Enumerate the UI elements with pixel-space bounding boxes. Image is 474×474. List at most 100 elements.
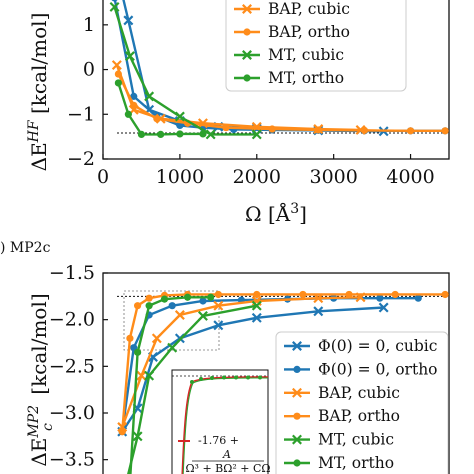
data-point <box>111 0 118 2</box>
data-point <box>144 91 155 102</box>
bottom-y-axis-label: ΔEMP2c [kcal/mol] <box>26 293 56 466</box>
series-6 <box>129 293 215 474</box>
bottom-legend-box <box>275 331 449 474</box>
data-point <box>313 306 324 317</box>
bottom-plot: −1.5 −2.0 −2.5 −3.0 −3.5 ΔEMP2c [kcal/mol] -… <box>26 262 450 474</box>
top-series-group <box>109 0 449 140</box>
legend-entry: MT, cubic <box>234 46 344 64</box>
legend-marker <box>293 412 301 420</box>
legend-marker <box>292 341 302 351</box>
data-point <box>414 294 422 302</box>
legend-label: BAP, cubic <box>268 0 350 18</box>
data-point <box>183 293 192 301</box>
series-4 <box>118 290 449 436</box>
y-tick-label: −1 <box>67 103 95 125</box>
data-point <box>132 431 143 442</box>
x-tick-label: 0 <box>97 166 109 188</box>
series-line <box>113 6 257 136</box>
data-point <box>176 130 184 138</box>
bottom-legend: Φ(0) = 0, cubic Φ(0) = 0, ortho BAP, cubic… <box>275 331 449 474</box>
data-point <box>109 1 120 12</box>
legend-label: MT, ortho <box>318 454 394 472</box>
data-point <box>176 121 184 130</box>
data-point <box>126 334 134 342</box>
data-point <box>391 290 399 299</box>
x-tick-label: 1000 <box>156 166 204 188</box>
inset-dot <box>222 375 226 380</box>
y-tick-label: −2.5 <box>49 355 95 377</box>
data-point <box>251 312 262 323</box>
data-point <box>441 290 449 299</box>
series-line <box>129 296 211 474</box>
data-point <box>251 129 262 140</box>
data-point <box>144 370 155 381</box>
data-point <box>199 130 207 138</box>
bottom-legend-items: Φ(0) = 0, cubic Φ(0) = 0, ortho BAP, cubic… <box>284 337 438 472</box>
y-tick-label: −1.5 <box>49 262 95 284</box>
legend-label: Φ(0) = 0, cubic <box>318 337 437 355</box>
data-point <box>199 297 207 305</box>
data-point <box>118 428 126 436</box>
data-point <box>207 293 215 301</box>
data-point <box>213 300 224 311</box>
legend-entry: BAP, ortho <box>284 407 400 425</box>
data-point <box>137 130 146 139</box>
data-point <box>174 111 185 122</box>
y-tick-label: −2.0 <box>49 309 95 331</box>
y-tick-label: −3.5 <box>49 449 95 471</box>
data-point <box>253 290 261 299</box>
series-line <box>117 82 203 136</box>
top-legend-items: BAP, cubic BAP, ortho MT, cubic MT, ortho <box>234 0 350 87</box>
inset-dot <box>190 380 194 384</box>
series-line <box>117 73 446 133</box>
x-tick-label: 3000 <box>309 166 357 188</box>
data-point <box>134 302 142 310</box>
data-point <box>197 310 208 321</box>
series-3 <box>117 292 366 432</box>
legend-marker <box>293 459 301 467</box>
data-point <box>145 302 153 310</box>
legend-label: BAP, ortho <box>268 23 350 41</box>
inset-dot <box>234 375 238 380</box>
series-6 <box>114 79 207 139</box>
y-tick-label: 1 <box>83 14 95 36</box>
legend-marker <box>243 28 251 36</box>
data-point <box>214 290 222 299</box>
legend-marker <box>292 387 302 398</box>
data-point <box>378 302 389 313</box>
data-point <box>160 295 169 303</box>
legend-label: Φ(0) = 0, ortho <box>318 360 438 378</box>
legend-entry: MT, ortho <box>284 454 394 472</box>
x-tick-label: 2000 <box>233 166 281 188</box>
inset-dot <box>199 377 203 381</box>
data-point <box>114 79 122 87</box>
data-point <box>213 320 224 331</box>
inset-formula-denominator: Ω³ + BΩ² + CΩ <box>185 462 270 474</box>
legend-label: BAP, ortho <box>318 407 400 425</box>
data-point <box>124 51 135 62</box>
series-line <box>127 304 258 474</box>
legend-entry: Φ(0) = 0, cubic <box>284 337 437 355</box>
legend-entry: Φ(0) = 0, ortho <box>284 360 438 378</box>
data-point <box>136 370 147 381</box>
inset-formula-numerator: A <box>222 448 231 461</box>
top-legend: BAP, cubic BAP, ortho MT, cubic MT, ortho <box>225 0 407 92</box>
bottom-plot-frame <box>102 272 450 474</box>
data-point <box>174 310 185 320</box>
legend-marker <box>242 4 252 14</box>
legend-marker <box>242 50 252 60</box>
top-x-axis-label: Ω [Å3] <box>245 201 307 226</box>
legend-entry: MT, cubic <box>284 431 394 449</box>
data-point <box>145 294 153 302</box>
bottom-axis-ticks: −1.5 −2.0 −2.5 −3.0 −3.5 <box>49 262 108 471</box>
data-point <box>314 126 322 134</box>
data-point <box>406 127 415 135</box>
data-point <box>130 101 138 109</box>
top-axis-ticks: −2 −1 0 1 0 1000 2000 3000 4000 <box>67 14 435 188</box>
legend-marker <box>243 74 251 82</box>
legend-marker <box>293 365 301 373</box>
y-tick-label: 0 <box>83 59 95 81</box>
data-point <box>345 290 353 299</box>
legend-label: MT, cubic <box>318 431 394 449</box>
